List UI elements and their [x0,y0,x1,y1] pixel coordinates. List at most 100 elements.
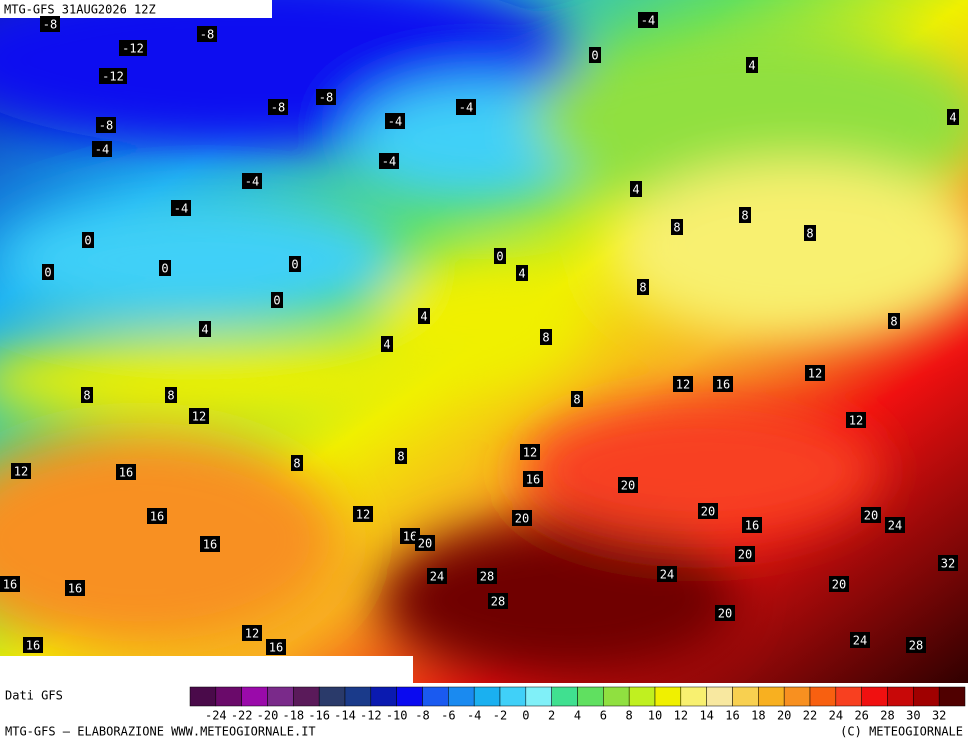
contour-label-box [40,16,60,32]
contour-label: 20 [738,548,752,562]
contour-label-box [746,57,758,73]
colorbar-caption: Dati GFS [5,689,63,703]
contour-label-box [147,508,167,524]
contour-label-box [488,593,508,609]
contour-label-box [81,387,93,403]
colorbar-label: -2 [493,709,507,723]
colorbar-label: 0 [522,709,529,723]
colorbar-label: 32 [932,709,946,723]
colorbar-swatch [913,686,940,707]
colorbar-swatch [861,686,888,707]
contour-label-box [242,625,262,641]
contour-label-box [385,113,405,129]
contour-label: 16 [26,639,40,653]
colorbar-label: 30 [906,709,920,723]
contour-label: 16 [716,378,730,392]
contour-label-box [846,412,866,428]
contour-label: 4 [383,338,390,352]
contour-label: 12 [356,508,370,522]
contour-label-box [82,232,94,248]
contour-label: -8 [271,101,285,115]
contour-label: 16 [68,582,82,596]
contour-label: 12 [808,367,822,381]
contour-label-box [618,477,638,493]
contour-label: 8 [397,450,404,464]
contour-label-box [99,68,127,84]
contour-label: -4 [641,14,655,28]
contour-label: 28 [909,639,923,653]
colorbar-swatch [887,686,914,707]
contour-label-box [715,605,735,621]
contour-label: 4 [632,183,639,197]
colorbar-swatch [499,686,527,707]
contour-label: 12 [523,446,537,460]
colorbar-label: -4 [467,709,481,723]
contour-label-box [159,260,171,276]
colorbar-swatch [783,686,811,707]
contour-label-box [197,26,217,42]
colorbar-swatch [525,686,552,707]
contour-label: 20 [621,479,635,493]
contour-label: 8 [741,209,748,223]
contour-label-box [0,576,20,592]
colorbar-label: 14 [699,709,713,723]
contour-label-box [630,181,642,197]
contour-label: 24 [660,568,674,582]
contour-label-box [242,173,262,189]
contour-label: -8 [43,18,57,32]
contour-label-box [23,637,43,653]
contour-label-box [804,225,816,241]
contour-label-box [657,566,677,582]
contour-label: 20 [864,509,878,523]
contour-label-box [805,365,825,381]
contour-label: -4 [382,155,396,169]
contour-label: 0 [84,234,91,248]
contour-label: 0 [496,250,503,264]
footer-right: (C) METEOGIORNALE [840,725,963,739]
colorbar-swatch [370,686,397,707]
contour-label: -8 [99,119,113,133]
contour-label-box [938,555,958,571]
contour-label: 28 [491,595,505,609]
contour-label-box [65,580,85,596]
contour-label: 12 [849,414,863,428]
contour-label: 20 [832,578,846,592]
contour-label: 12 [14,465,28,479]
contour-label-box [116,464,136,480]
contour-label-box [698,503,718,519]
colorbar-label: -20 [257,709,279,723]
contour-label: 8 [293,457,300,471]
contour-label: -8 [200,28,214,42]
contour-label-box [316,89,336,105]
contour-label: 20 [701,505,715,519]
contour-label-box [165,387,177,403]
contour-label-box [571,391,583,407]
contour-label-box [739,207,751,223]
colorbar-swatch [396,686,423,707]
colorbar-swatch [654,686,682,707]
contour-label: 28 [480,570,494,584]
colorbar-swatch [473,686,501,707]
colorbar-label: -16 [308,709,330,723]
contour-label-box [266,639,286,655]
contour-label: 12 [676,378,690,392]
contour-label-box [171,200,191,216]
colorbar-label: 10 [648,709,662,723]
contour-label: 0 [273,294,280,308]
contour-label: 8 [806,227,813,241]
contour-label: 20 [515,512,529,526]
contour-label: 0 [291,258,298,272]
contour-label-box [289,256,301,272]
contour-label: 8 [639,281,646,295]
colorbar-swatch [603,686,630,707]
contour-label: 16 [119,466,133,480]
contour-label: -12 [122,42,144,56]
colorbar-swatch [706,686,733,707]
contour-label: 12 [245,627,259,641]
contour-label: 0 [591,49,598,63]
colorbar-swatch [938,686,966,707]
contour-label: 16 [526,473,540,487]
contour-label: -4 [245,175,259,189]
contour-label-box [42,264,54,280]
